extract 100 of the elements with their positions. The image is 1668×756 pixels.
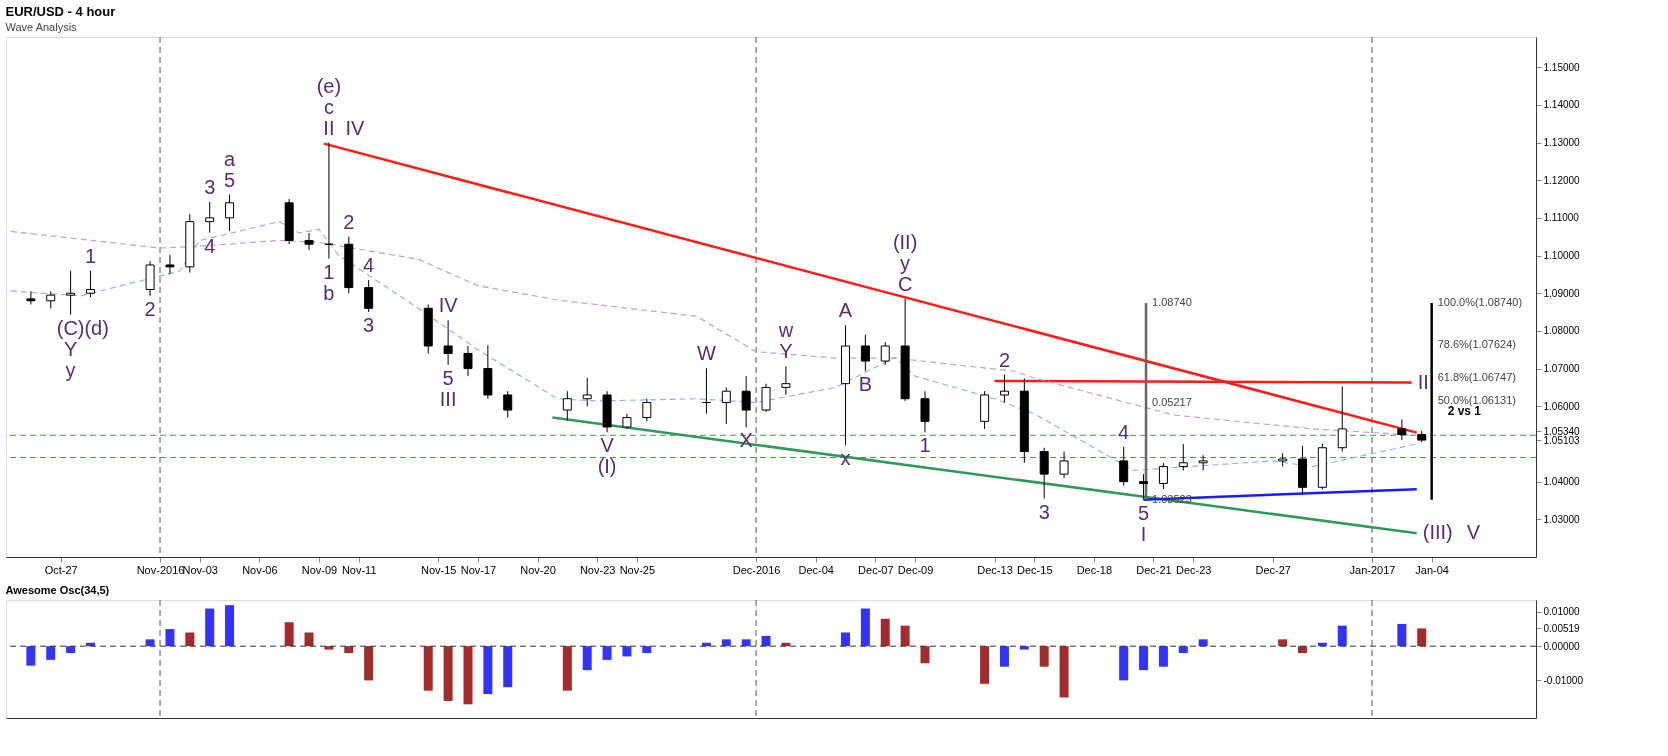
- chart-title: EUR/USD - 4 hour: [5, 3, 116, 19]
- x-tick-label: Nov-20: [520, 563, 556, 576]
- bar: [364, 646, 374, 681]
- y-tick-label: 0.00519: [1543, 622, 1581, 634]
- candlestick: [463, 345, 473, 377]
- bar: [483, 646, 493, 695]
- candlestick: [1139, 473, 1149, 501]
- bar: [841, 632, 851, 647]
- annotation: y: [65, 358, 76, 381]
- candlestick: [26, 290, 36, 306]
- annotation: Y: [63, 337, 78, 360]
- y-tick-label: 1.13000: [1543, 137, 1581, 149]
- chart-subtitle: Wave Analysis: [5, 20, 78, 33]
- bar: [880, 618, 890, 647]
- x-tick-label: Dec-04: [798, 563, 834, 576]
- candlestick: [1178, 443, 1188, 471]
- candlestick: [364, 279, 374, 313]
- x-tick-label: Dec-23: [1175, 563, 1212, 576]
- bar: [582, 646, 592, 671]
- annotation: 4: [1118, 420, 1130, 443]
- bar: [1039, 646, 1049, 667]
- x-tick-label: Nov-2016: [136, 563, 185, 576]
- annotation: c: [323, 95, 334, 118]
- y-tick-label: 1.14000: [1543, 99, 1581, 111]
- annotation: 3: [1038, 500, 1050, 523]
- bar: [344, 646, 354, 654]
- candlestick: [781, 365, 791, 396]
- annotation: (III): [1422, 521, 1453, 544]
- y-tick-label: 1.07000: [1543, 363, 1581, 375]
- annotation: 2: [343, 210, 355, 233]
- y-tick-label: 1.12000: [1543, 174, 1581, 186]
- candlestick: [85, 270, 95, 298]
- candlestick: [761, 383, 771, 413]
- chart-title: Awesome Osc(34,5): [5, 583, 110, 596]
- annotation: (II): [892, 230, 918, 253]
- candlestick: [562, 390, 572, 422]
- annotation: B: [858, 373, 873, 396]
- annotation: (e): [316, 74, 342, 97]
- candlestick: [1158, 462, 1168, 490]
- annotation: 50.0%(1.06131): [1437, 394, 1516, 407]
- x-tick-label: Dec-09: [897, 563, 934, 576]
- bar: [46, 646, 56, 660]
- bar: [999, 646, 1009, 667]
- x-tick-label: Dec-13: [977, 563, 1013, 576]
- bar: [721, 639, 731, 647]
- bar: [602, 646, 612, 660]
- annotation: 1.03523: [1152, 492, 1192, 505]
- annotation: 2 vs 1: [1447, 404, 1482, 419]
- bar: [1059, 646, 1069, 698]
- bar: [1337, 625, 1347, 647]
- x-tick-label: Nov-09: [301, 563, 338, 576]
- annotation: a: [224, 147, 236, 170]
- annotation: 100.0%(1.08740): [1437, 296, 1523, 309]
- candlestick: [1059, 450, 1069, 479]
- annotation: (I): [597, 455, 617, 478]
- candlestick: [1039, 447, 1049, 500]
- annotation: w: [777, 319, 794, 342]
- bar: [205, 608, 215, 647]
- x-tick-label: Nov-17: [460, 563, 497, 576]
- annotation: Y: [779, 340, 793, 363]
- annotation: IV: [438, 294, 459, 317]
- annotation: 2: [144, 297, 156, 320]
- bar: [1278, 639, 1288, 647]
- y-tick-label: 1.10000: [1543, 250, 1581, 262]
- candlestick: [1337, 385, 1347, 452]
- bar: [304, 632, 314, 647]
- candlestick: [741, 375, 751, 428]
- annotation: IV: [345, 116, 366, 139]
- bar: [1139, 646, 1149, 671]
- annotation: II: [323, 116, 335, 139]
- annotation: A: [838, 299, 853, 322]
- x-tick-label: Jan-04: [1415, 563, 1449, 576]
- annotation: (C): [56, 316, 85, 339]
- annotation: 78.6%(1.07624): [1437, 338, 1516, 351]
- bar: [622, 646, 632, 657]
- x-tick-label: Nov-11: [341, 563, 377, 576]
- annotation: 3: [204, 176, 216, 199]
- annotation: 4: [363, 254, 375, 277]
- x-tick-label: Nov-06: [242, 563, 278, 576]
- y-tick-label: 1.06000: [1543, 400, 1581, 412]
- bar: [26, 646, 36, 666]
- x-tick-label: Nov-23: [579, 563, 616, 576]
- bar: [562, 646, 572, 691]
- bar: [443, 646, 453, 701]
- annotation: 2: [998, 348, 1011, 371]
- y-tick-label: 1.15000: [1543, 61, 1581, 73]
- x-tick-label: Dec-15: [1017, 563, 1053, 576]
- bar: [761, 635, 771, 647]
- annotation: II: [1417, 370, 1429, 393]
- y-tick-label: 0.00000: [1543, 640, 1581, 652]
- annotation: 5: [442, 366, 454, 389]
- y-tick-label: 0.01000: [1543, 606, 1581, 618]
- bar: [1198, 639, 1208, 647]
- bar: [860, 608, 870, 647]
- x-tick-label: Dec-27: [1255, 563, 1291, 576]
- y-tick-label: -0.01000: [1543, 674, 1584, 686]
- bar: [423, 646, 433, 691]
- y-tick-label: 1.08000: [1543, 325, 1581, 337]
- candlestick: [642, 398, 652, 422]
- bar: [1298, 646, 1307, 654]
